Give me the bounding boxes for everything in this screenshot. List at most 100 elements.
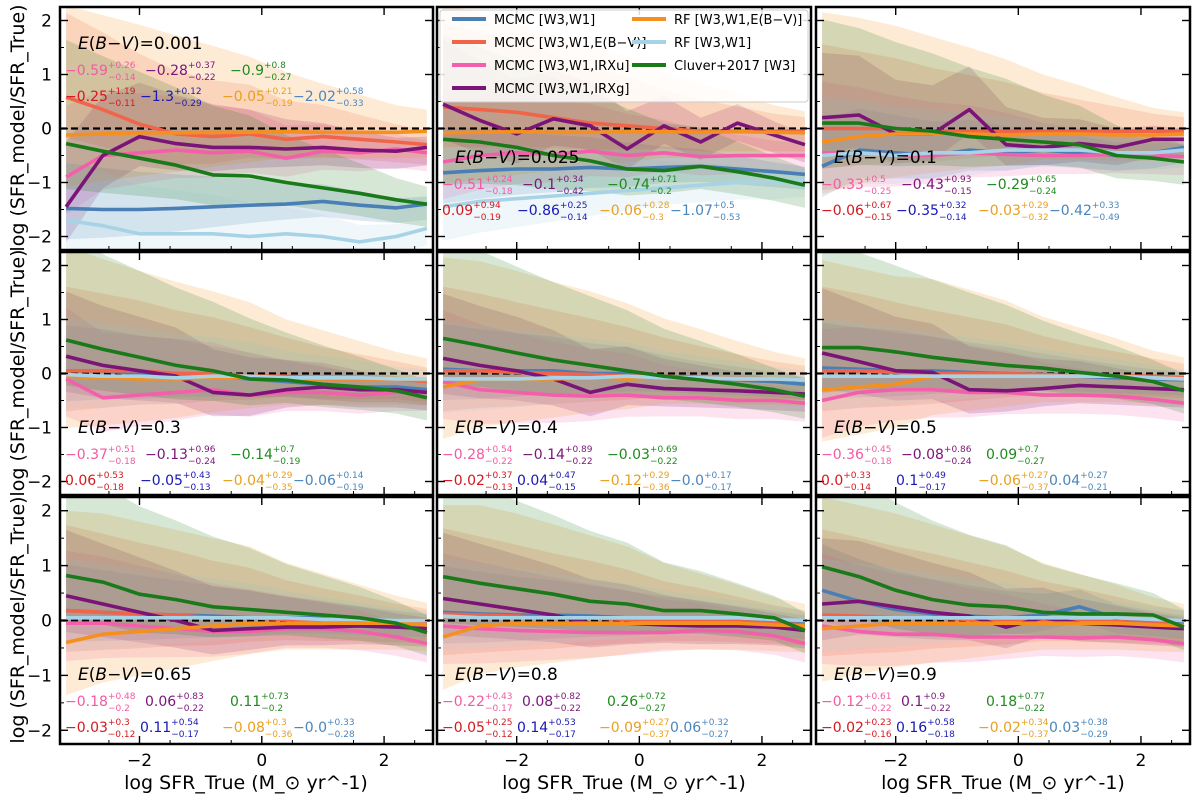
panel-ebv-0.001: −2 −1 0 1 2 E(B−V)=0.001 −0.59+0.26 −0.14 −0.28+… bbox=[27, 5, 435, 252]
band-2 bbox=[66, 307, 427, 432]
stat-value: 0.06+0.53 −0.18 bbox=[65, 471, 124, 493]
stat-value: 0.11+0.73 −0.2 bbox=[230, 692, 289, 714]
y-tick-label: 1 bbox=[41, 557, 52, 577]
band-4 bbox=[66, 7, 427, 187]
series-line bbox=[442, 621, 805, 639]
stat-value: −0.06+0.67 −0.15 bbox=[821, 201, 892, 223]
stat-value: −0.59+0.26 −0.14 bbox=[65, 61, 136, 83]
ebv-label: E(B−V)=0.1 bbox=[834, 148, 937, 168]
band-3 bbox=[822, 52, 1184, 166]
band-1 bbox=[822, 44, 1184, 169]
stat-value: −0.74+0.71 −0.2 bbox=[607, 175, 678, 197]
panel-ebv-0.5: E(B−V)=0.5 −0.36+0.45 −0.18 −0.08+0.86 −0.24… bbox=[814, 250, 1192, 497]
plot-area bbox=[60, 252, 433, 432]
panel-ebv-0.025: E(B−V)=0.025 −0.51+0.24 −0.18 −0.1+0.34 −0.4… bbox=[435, 5, 813, 252]
plot-area bbox=[437, 252, 811, 439]
series-line bbox=[443, 374, 805, 382]
y-tick-label: −1 bbox=[27, 419, 52, 439]
plot-area bbox=[437, 497, 811, 690]
x-tick-label: −2 bbox=[127, 751, 152, 771]
stat-value: 0.03+0.38 −0.29 bbox=[1049, 718, 1108, 740]
series-line bbox=[65, 573, 428, 635]
x-axis-label: log SFR_True (M_⊙ yr^-1) bbox=[881, 772, 1125, 794]
stat-value: 0.06+0.83 −0.22 bbox=[145, 692, 204, 714]
ebv-label: E(B−V)=0.4 bbox=[455, 418, 558, 438]
legend-label: MCMC [W3,W1,E(B−V)] bbox=[494, 36, 646, 51]
plot-area bbox=[60, 497, 433, 696]
stat-value: −0.09+0.27 −0.37 bbox=[599, 718, 670, 740]
panel-ebv-0.4: E(B−V)=0.4 −0.28+0.54 −0.22 −0.14+0.89 −0.22… bbox=[435, 250, 813, 497]
band-2 bbox=[66, 550, 427, 663]
ebv-label: E(B−V)=0.9 bbox=[834, 665, 937, 685]
series-line bbox=[442, 356, 805, 396]
plot-area bbox=[816, 252, 1190, 442]
y-tick-label: 2 bbox=[41, 12, 52, 32]
stat-value: −0.02+0.23 −0.16 bbox=[821, 718, 892, 740]
stat-value: −0.33+0.5 −0.25 bbox=[821, 175, 891, 197]
series-line bbox=[442, 102, 806, 151]
y-tick-label: 2 bbox=[41, 257, 52, 277]
y-tick-label: 2 bbox=[41, 502, 52, 522]
stat-value: −0.05+0.25 −0.12 bbox=[442, 718, 513, 740]
series-line bbox=[442, 178, 806, 209]
series-line bbox=[821, 148, 1185, 158]
y-tick-label: 1 bbox=[41, 311, 52, 331]
stat-value: −0.29+0.65 −0.24 bbox=[986, 175, 1057, 197]
stat-value: 0.11+0.54 −0.17 bbox=[140, 718, 199, 740]
stat-value: −0.13+0.96 −0.24 bbox=[145, 445, 216, 467]
stat-value: 0.14+0.53 −0.17 bbox=[517, 718, 576, 740]
stat-value: 0.04+0.47 −0.15 bbox=[517, 471, 576, 493]
y-tick-label: 0 bbox=[41, 120, 52, 140]
band-3 bbox=[443, 39, 805, 170]
series-line bbox=[822, 616, 1184, 623]
band-2 bbox=[443, 310, 805, 424]
stat-value: −0.05+0.21 −0.19 bbox=[222, 87, 293, 109]
stat-value: −0.14+0.89 −0.22 bbox=[522, 445, 593, 467]
x-tick-label: −2 bbox=[883, 751, 908, 771]
legend: MCMC [W3,W1] MCMC [W3,W1,E(B−V)] MCMC [W3,… bbox=[439, 9, 809, 103]
stat-value: 0.1+0.49 −0.17 bbox=[896, 471, 946, 493]
y-tick-label: −2 bbox=[27, 228, 52, 248]
series-line bbox=[65, 141, 428, 206]
stat-value: −0.51+0.24 −0.18 bbox=[442, 175, 513, 197]
series-line bbox=[66, 621, 428, 646]
stat-value: 0.1+0.9 −0.22 bbox=[901, 692, 951, 714]
stat-value: −0.18+0.48 −0.2 bbox=[65, 692, 136, 714]
series-line bbox=[442, 624, 806, 646]
stat-value: −0.04+0.29 −0.35 bbox=[222, 471, 293, 493]
x-tick-label: 0 bbox=[634, 751, 645, 771]
y-tick-label: −1 bbox=[27, 666, 52, 686]
band-4 bbox=[66, 510, 427, 696]
legend-label: RF [W3,W1,E(B−V)] bbox=[674, 13, 802, 28]
series-line bbox=[442, 336, 806, 398]
stat-value: −0.0+0.17 −0.17 bbox=[670, 471, 732, 493]
ebv-label: E(B−V)=0.65 bbox=[78, 665, 192, 685]
series-line bbox=[65, 218, 428, 244]
legend-label: MCMC [W3,W1,IRXu] bbox=[494, 59, 629, 74]
band-0 bbox=[66, 163, 427, 240]
series-line bbox=[821, 599, 1184, 631]
stat-value: −0.35+0.32 −0.14 bbox=[896, 201, 967, 223]
stat-value: 0.08+0.82 −0.22 bbox=[522, 692, 581, 714]
stat-value: −0.22+0.43 −0.17 bbox=[442, 692, 513, 714]
stat-value: −1.07+0.5 −0.53 bbox=[670, 201, 740, 223]
plot-area bbox=[816, 497, 1190, 682]
legend-box bbox=[439, 9, 809, 103]
x-tick-label: 0 bbox=[256, 751, 267, 771]
series-line bbox=[65, 338, 428, 400]
band-2 bbox=[443, 90, 805, 200]
legend-label: MCMC [W3,W1,IRXg] bbox=[494, 82, 629, 97]
stat-value: −0.14+0.7 −0.19 bbox=[230, 445, 301, 467]
legend-label: RF [W3,W1] bbox=[674, 36, 751, 51]
series-line bbox=[66, 372, 427, 381]
x-axis-label: log SFR_True (M_⊙ yr^-1) bbox=[502, 772, 746, 794]
band-3 bbox=[443, 293, 805, 417]
stat-value: 0.09+0.94 −0.19 bbox=[442, 201, 501, 223]
stat-value: −0.08+0.86 −0.24 bbox=[901, 445, 972, 467]
series-line bbox=[822, 345, 1185, 393]
stat-value: −0.37+0.51 −0.18 bbox=[65, 445, 136, 467]
stat-value: −0.02+0.34 −0.37 bbox=[978, 718, 1049, 740]
series-line bbox=[65, 594, 427, 633]
stat-value: 0.16+0.58 −0.18 bbox=[896, 718, 955, 740]
